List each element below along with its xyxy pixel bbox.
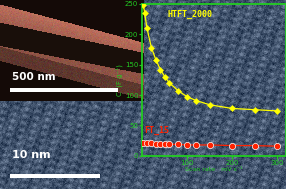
- Text: 10 nm: 10 nm: [12, 150, 51, 160]
- Bar: [10, 88, 118, 92]
- X-axis label: Scan rate   mV s⁻¹: Scan rate mV s⁻¹: [185, 167, 243, 173]
- Text: HTFT_2000: HTFT_2000: [167, 10, 212, 19]
- Text: 500 nm: 500 nm: [12, 72, 55, 82]
- Text: FT_15: FT_15: [145, 126, 170, 135]
- Y-axis label: C  (F g⁻¹): C (F g⁻¹): [116, 64, 123, 96]
- Bar: [10, 174, 100, 177]
